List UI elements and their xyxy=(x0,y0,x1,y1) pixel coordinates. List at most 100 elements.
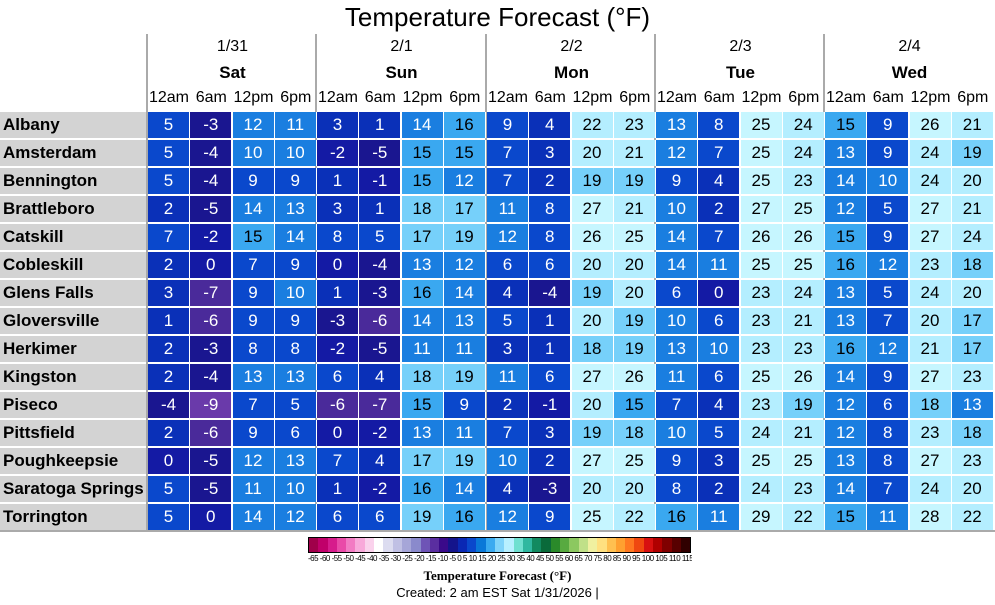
temperature-cell: 10 xyxy=(698,336,741,362)
temperature-cell: 24 xyxy=(740,420,783,446)
temperature-cell: 19 xyxy=(443,364,486,390)
temperature-cell: -5 xyxy=(359,336,402,362)
temperature-cell: 23 xyxy=(909,420,952,446)
temperature-cell: 11 xyxy=(443,420,486,446)
temperature-cell: 16 xyxy=(401,280,444,306)
temperature-cell: 16 xyxy=(401,476,444,502)
hour-label: 6pm xyxy=(449,89,481,106)
temperature-cell: 16 xyxy=(443,504,486,530)
temperature-cell: 13 xyxy=(274,364,317,390)
legend-swatch xyxy=(346,538,356,552)
legend-swatch xyxy=(560,538,570,552)
temperature-cell: 23 xyxy=(740,280,783,306)
temperature-cell: 13 xyxy=(825,280,867,306)
temperature-cell: 5 xyxy=(698,420,741,446)
temperature-cell: 9 xyxy=(232,168,275,194)
temperature-cell: 12 xyxy=(867,252,910,278)
temperature-cell: 2 xyxy=(698,196,741,222)
temperature-cell: -6 xyxy=(317,392,359,418)
temperature-cell: 26 xyxy=(613,364,656,390)
temperature-cell: 6 xyxy=(359,504,402,530)
temperature-cell: 6 xyxy=(529,252,572,278)
temperature-cell: 11 xyxy=(487,196,529,222)
temperature-cell: 19 xyxy=(443,224,486,250)
temperature-cell: -4 xyxy=(359,252,402,278)
temperature-cell: -9 xyxy=(190,392,233,418)
temperature-cell: 25 xyxy=(740,252,783,278)
city-label: Piseco xyxy=(0,392,146,418)
temperature-cell: 24 xyxy=(782,112,825,138)
temperature-cell: 10 xyxy=(232,140,275,166)
temperature-cell: 25 xyxy=(613,448,656,474)
city-label: Cobleskill xyxy=(0,252,146,278)
temperature-cell: -3 xyxy=(190,336,233,362)
temperature-cell: 25 xyxy=(782,196,825,222)
temperature-cell: -5 xyxy=(359,140,402,166)
temperature-cell: -1 xyxy=(359,168,402,194)
day-date-label: 2/1 xyxy=(390,38,413,55)
temperature-cell: 18 xyxy=(401,364,444,390)
temperature-cell: 20 xyxy=(613,476,656,502)
temperature-cell: 27 xyxy=(571,196,614,222)
temperature-cell: 7 xyxy=(487,140,529,166)
temperature-cell: 14 xyxy=(232,504,275,530)
temperature-cell: 18 xyxy=(909,392,952,418)
temperature-cell: 13 xyxy=(274,196,317,222)
legend-swatch xyxy=(476,538,486,552)
temperature-cell: 3 xyxy=(698,448,741,474)
temperature-cell: -4 xyxy=(190,364,233,390)
temperature-cell: 5 xyxy=(867,196,910,222)
legend-tick-labels: -65 -60 -55 -50 -45 -40 -35 -30 -25 -20 … xyxy=(308,554,692,563)
temperature-cell: 23 xyxy=(951,448,994,474)
temperature-cell: 4 xyxy=(698,168,741,194)
temperature-cell: 20 xyxy=(613,280,656,306)
temperature-cell: 17 xyxy=(951,308,994,334)
temperature-cell: 12 xyxy=(825,420,867,446)
temperature-cell: 11 xyxy=(232,476,275,502)
temperature-cell: 20 xyxy=(951,168,994,194)
temperature-cell: -7 xyxy=(190,280,233,306)
temperature-cell: -3 xyxy=(529,476,572,502)
hour-label: 6am xyxy=(872,89,904,106)
temperature-cell: 14 xyxy=(232,196,275,222)
temperature-cell: 17 xyxy=(401,224,444,250)
temperature-cell: 29 xyxy=(740,504,783,530)
temperature-cell: 20 xyxy=(909,308,952,334)
temperature-cell: 13 xyxy=(656,112,698,138)
temperature-cell: 23 xyxy=(782,476,825,502)
temperature-cell: 7 xyxy=(698,224,741,250)
temperature-cell: -5 xyxy=(190,448,233,474)
temperature-cell: 2 xyxy=(148,336,190,362)
temperature-cell: 11 xyxy=(698,504,741,530)
day-name-label: Mon xyxy=(554,63,589,82)
temperature-cell: 27 xyxy=(571,448,614,474)
city-label: Saratoga Springs xyxy=(0,476,146,502)
hour-label: 12pm xyxy=(741,89,782,106)
temperature-cell: 11 xyxy=(401,336,444,362)
temperature-cell: 23 xyxy=(740,392,783,418)
temperature-cell: 27 xyxy=(909,224,952,250)
temperature-cell: 13 xyxy=(825,140,867,166)
temperature-cell: 3 xyxy=(529,140,572,166)
temperature-cell: 5 xyxy=(148,140,190,166)
temperature-cell: 4 xyxy=(529,112,572,138)
table-bottom-border xyxy=(0,530,995,532)
legend-swatch xyxy=(383,538,393,552)
temperature-cell: 1 xyxy=(359,112,402,138)
temperature-cell: -1 xyxy=(529,392,572,418)
temperature-cell: 17 xyxy=(401,448,444,474)
temperature-cell: 7 xyxy=(867,476,910,502)
temperature-cell: 18 xyxy=(951,252,994,278)
temperature-cell: 5 xyxy=(148,504,190,530)
temperature-cell: 12 xyxy=(443,168,486,194)
legend-swatch xyxy=(439,538,449,552)
temperature-cell: 10 xyxy=(274,140,317,166)
city-label: Kingston xyxy=(0,364,146,390)
hour-label: 6pm xyxy=(788,89,820,106)
temperature-cell: 13 xyxy=(401,252,444,278)
temperature-cell: 8 xyxy=(317,224,359,250)
temperature-cell: 4 xyxy=(359,364,402,390)
temperature-cell: 28 xyxy=(909,504,952,530)
chart-title: Temperature Forecast (°F) xyxy=(344,2,651,32)
temperature-cell: 3 xyxy=(317,196,359,222)
